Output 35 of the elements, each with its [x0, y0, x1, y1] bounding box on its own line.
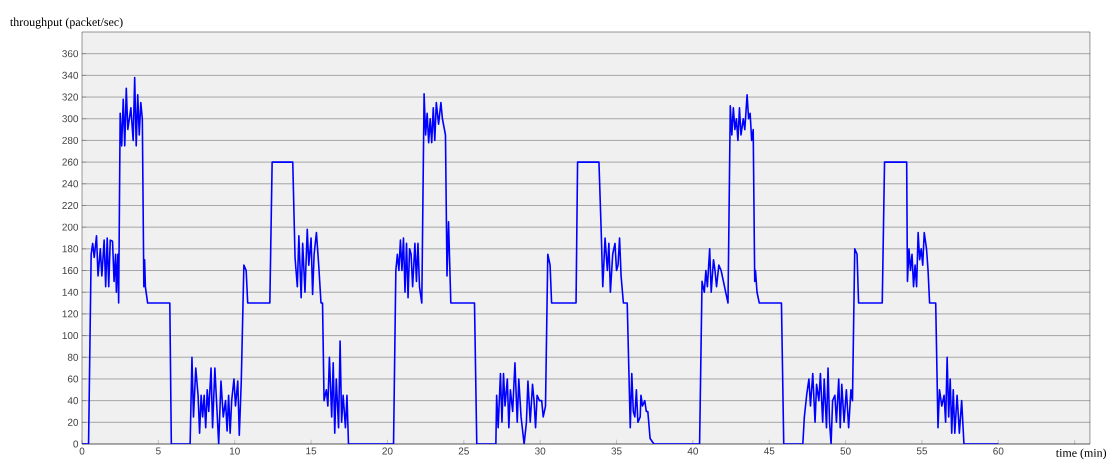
- x-tick-label: 40: [687, 447, 699, 455]
- y-tick-label: 80: [67, 353, 79, 361]
- x-tick-label: 25: [458, 447, 469, 455]
- y-tick-label: 120: [62, 310, 79, 318]
- y-tick-label: 100: [62, 332, 79, 340]
- x-tick-label: 45: [763, 447, 775, 455]
- y-tick-label: 200: [62, 223, 79, 231]
- y-tick-label: 280: [62, 136, 79, 144]
- x-tick-label: 60: [993, 447, 1004, 455]
- y-tick-label: 140: [62, 288, 79, 296]
- y-tick-label: 20: [67, 418, 79, 426]
- y-tick-label: 60: [67, 375, 79, 383]
- x-tick-label: 30: [534, 447, 546, 455]
- x-tick-label: 50: [840, 447, 851, 455]
- x-tick-label: 5: [156, 447, 161, 455]
- x-tick-label: 15: [306, 447, 317, 455]
- y-tick-label: 180: [62, 245, 79, 253]
- y-tick-label: 220: [62, 201, 79, 209]
- x-tick-label: 0: [79, 447, 85, 455]
- x-tick-label: 10: [229, 447, 240, 455]
- y-axis-title: throughput (packet/sec): [10, 17, 123, 29]
- y-tick-label: 40: [67, 397, 79, 405]
- line-series: [82, 76, 1000, 444]
- y-tick-label: 260: [62, 158, 79, 166]
- x-tick-label: 55: [916, 447, 928, 455]
- y-tick-label: 340: [62, 71, 79, 79]
- x-axis-title: time (min): [1055, 448, 1107, 460]
- x-tick-label: 20: [382, 447, 393, 455]
- y-tick-label: 360: [62, 50, 79, 58]
- y-tick-label: 0: [73, 440, 79, 448]
- y-tick-label: 160: [62, 267, 79, 275]
- y-tick-label: 300: [62, 115, 79, 123]
- x-tick-label: 35: [611, 447, 622, 455]
- y-tick-label: 240: [62, 180, 79, 188]
- y-tick-label: 320: [62, 93, 79, 101]
